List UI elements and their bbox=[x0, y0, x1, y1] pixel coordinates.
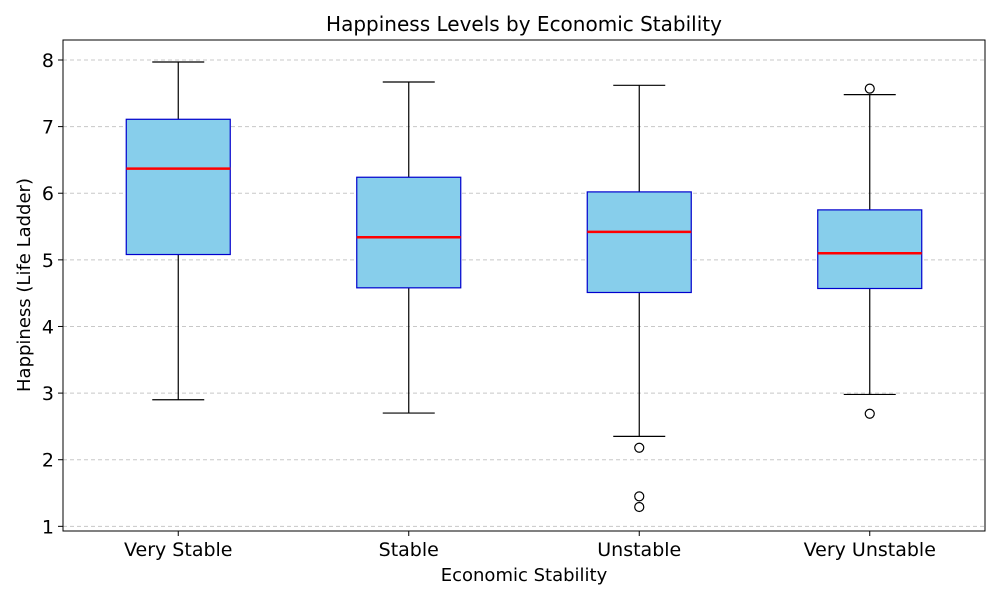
outlier-point bbox=[864, 408, 875, 419]
y-tick-label: 7 bbox=[42, 117, 54, 139]
y-tick-label: 6 bbox=[42, 183, 54, 205]
x-tick-label: Stable bbox=[379, 539, 439, 561]
y-tick-label: 3 bbox=[42, 383, 54, 405]
y-axis-label: Happiness (Life Ladder) bbox=[14, 178, 35, 392]
y-tick-label: 4 bbox=[42, 316, 54, 338]
iqr-box bbox=[586, 191, 692, 294]
outlier-point bbox=[634, 501, 645, 513]
x-tick-label: Very Stable bbox=[124, 539, 233, 561]
y-tick-label: 1 bbox=[42, 516, 54, 538]
y-tick-label: 8 bbox=[42, 50, 54, 72]
chart-title: Happiness Levels by Economic Stability bbox=[326, 12, 722, 36]
iqr-box bbox=[125, 118, 231, 256]
x-tick-label: Very Unstable bbox=[804, 539, 936, 561]
box-group bbox=[586, 84, 692, 513]
box-group bbox=[817, 83, 923, 419]
iqr-box bbox=[356, 176, 462, 289]
boxes bbox=[125, 61, 923, 513]
plot-frame bbox=[62, 39, 986, 532]
outlier-point bbox=[864, 83, 875, 94]
x-tick-label: Unstable bbox=[597, 539, 681, 561]
outlier-point bbox=[634, 491, 645, 502]
y-tick-label: 5 bbox=[42, 250, 54, 272]
box-group bbox=[356, 81, 462, 414]
y-tick-label: 2 bbox=[42, 450, 54, 472]
outlier-point bbox=[634, 442, 645, 453]
iqr-box bbox=[817, 209, 923, 290]
box-group bbox=[125, 61, 231, 401]
y-ticks: 1 2 3 4 5 6 7 8 bbox=[42, 50, 63, 538]
x-axis-label: Economic Stability bbox=[441, 565, 608, 586]
x-ticks: Very Stable Stable Unstable Very Unstable bbox=[124, 531, 936, 561]
